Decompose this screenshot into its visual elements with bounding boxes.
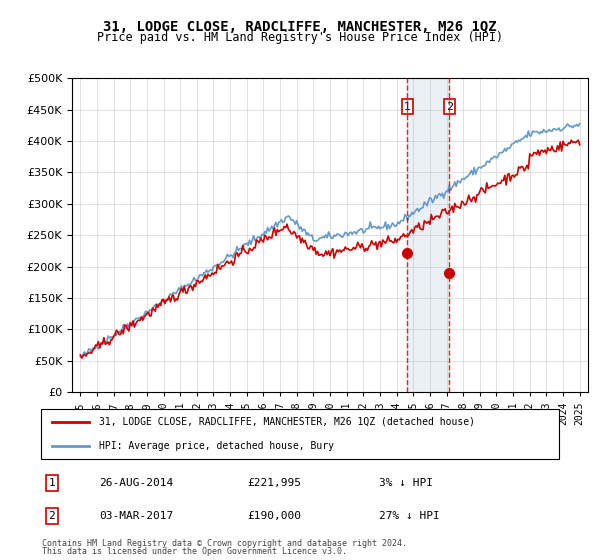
Text: £221,995: £221,995 xyxy=(247,478,301,488)
Text: 27% ↓ HPI: 27% ↓ HPI xyxy=(379,511,440,521)
Text: 31, LODGE CLOSE, RADCLIFFE, MANCHESTER, M26 1QZ: 31, LODGE CLOSE, RADCLIFFE, MANCHESTER, … xyxy=(103,20,497,34)
Text: 26-AUG-2014: 26-AUG-2014 xyxy=(100,478,173,488)
Text: This data is licensed under the Open Government Licence v3.0.: This data is licensed under the Open Gov… xyxy=(42,548,347,557)
Bar xyxy=(407,78,449,392)
Text: HPI: Average price, detached house, Bury: HPI: Average price, detached house, Bury xyxy=(100,441,334,451)
Text: 2: 2 xyxy=(49,511,55,521)
Text: 1: 1 xyxy=(49,478,55,488)
Text: 1: 1 xyxy=(404,101,411,111)
Text: 03-MAR-2017: 03-MAR-2017 xyxy=(100,511,173,521)
FancyBboxPatch shape xyxy=(41,409,559,459)
Text: 31, LODGE CLOSE, RADCLIFFE, MANCHESTER, M26 1QZ (detached house): 31, LODGE CLOSE, RADCLIFFE, MANCHESTER, … xyxy=(100,417,475,427)
Text: £190,000: £190,000 xyxy=(247,511,301,521)
Text: Contains HM Land Registry data © Crown copyright and database right 2024.: Contains HM Land Registry data © Crown c… xyxy=(42,539,407,548)
Text: Price paid vs. HM Land Registry's House Price Index (HPI): Price paid vs. HM Land Registry's House … xyxy=(97,31,503,44)
Text: 2: 2 xyxy=(446,101,453,111)
Text: 3% ↓ HPI: 3% ↓ HPI xyxy=(379,478,433,488)
